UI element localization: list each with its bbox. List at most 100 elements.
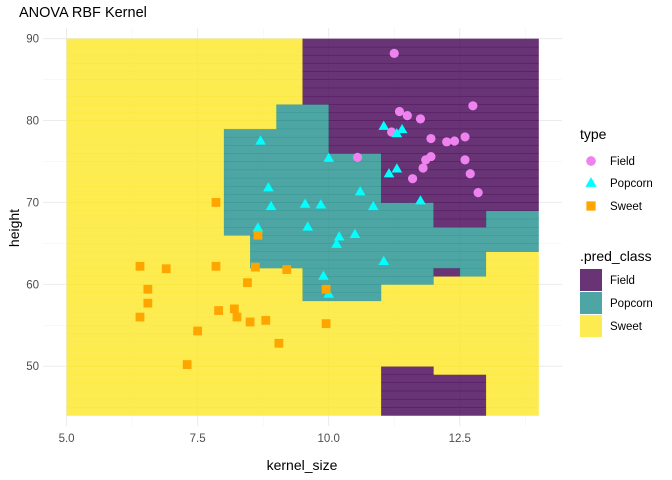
sweet-point	[243, 278, 252, 288]
region-tile	[66, 71, 303, 80]
popcorn-point	[299, 198, 311, 208]
sweet-point	[214, 306, 224, 315]
region-tile	[485, 210, 539, 220]
sweet-point	[182, 360, 192, 369]
region-tile	[66, 169, 225, 179]
y-tick-label: 50	[26, 361, 39, 373]
field-point	[460, 132, 470, 142]
region-tile	[66, 153, 225, 162]
popcorn-point	[315, 199, 327, 209]
region-tile	[381, 366, 434, 375]
region-tile	[433, 276, 539, 285]
field-point	[426, 133, 436, 144]
x-tick-label: 12.5	[449, 433, 471, 445]
region-tile	[66, 112, 277, 121]
legend-label: Sweet	[610, 321, 643, 333]
field-point	[418, 163, 428, 173]
region-tile	[328, 128, 539, 138]
legend-key-field	[586, 156, 596, 166]
popcorn-point	[396, 123, 408, 134]
region-tile	[66, 194, 225, 203]
region-tile	[223, 136, 330, 146]
region-tile	[223, 194, 382, 203]
data-points	[135, 48, 483, 369]
popcorn-point	[252, 222, 264, 232]
region-tile	[66, 407, 382, 416]
region-tile	[433, 267, 461, 277]
region-tile	[302, 79, 539, 89]
legends: type Field Popcorn Sweet .pred_class Field Pop…	[580, 126, 653, 337]
popcorn-point	[265, 200, 277, 211]
field-point	[415, 114, 426, 124]
region-tile	[485, 382, 539, 392]
region-tile	[302, 284, 382, 293]
y-axis-ticks: 50 60 70 80 90	[26, 34, 39, 374]
sweet-point	[135, 312, 145, 322]
region-tile	[66, 276, 303, 285]
region-tile	[66, 218, 225, 228]
region-tile	[66, 210, 225, 220]
region-tile	[485, 398, 539, 408]
region-tile	[66, 128, 225, 138]
field-point	[473, 188, 483, 198]
sweet-point	[250, 262, 260, 272]
sweet-point	[211, 261, 221, 271]
region-tile	[66, 87, 303, 97]
region-tile	[433, 366, 539, 375]
sweet-point	[245, 317, 255, 327]
y-tick-label: 60	[26, 279, 39, 291]
region-tile	[302, 292, 382, 302]
y-tick-label: 80	[26, 116, 39, 128]
region-tile	[485, 390, 539, 400]
field-point	[442, 137, 452, 147]
legend-key-popcorn	[580, 292, 602, 314]
region-tile	[223, 161, 382, 171]
popcorn-point	[333, 231, 345, 241]
sweet-point	[193, 326, 203, 336]
region-tile	[223, 169, 382, 179]
legend-key-field	[580, 269, 602, 291]
popcorn-point	[391, 163, 403, 173]
region-tile	[485, 251, 539, 261]
region-tile	[381, 292, 539, 302]
region-tile	[66, 284, 303, 293]
sweet-point	[143, 284, 153, 294]
region-tile	[66, 104, 277, 113]
region-tile	[250, 259, 487, 269]
region-tile	[66, 120, 277, 130]
region-tile	[66, 333, 539, 343]
region-tile	[250, 251, 487, 261]
region-tile	[66, 382, 382, 392]
region-tile	[381, 382, 487, 392]
region-tile	[302, 267, 434, 277]
legend-key-sweet	[586, 201, 596, 211]
region-tile	[302, 55, 539, 64]
field-point	[389, 48, 399, 58]
legend-pred-class: .pred_class Field Popcorn Sweet	[580, 248, 653, 337]
region-tile	[223, 227, 539, 236]
field-point	[449, 136, 460, 146]
legend-label: Sweet	[610, 201, 643, 213]
region-tile	[459, 267, 487, 277]
popcorn-point	[391, 128, 403, 138]
region-tile	[328, 104, 539, 113]
y-tick-label: 70	[26, 197, 39, 209]
legend-key-popcorn	[585, 177, 597, 187]
region-tile	[66, 349, 539, 359]
region-tile	[66, 227, 225, 236]
sweet-point	[232, 312, 242, 322]
region-tile	[66, 358, 539, 367]
region-tile	[66, 341, 539, 351]
region-tile	[66, 145, 225, 154]
x-axis-title: kernel_size	[267, 457, 338, 473]
region-tile	[66, 79, 303, 89]
region-tile	[66, 202, 225, 212]
region-tile	[381, 186, 539, 195]
legend-label: Popcorn	[610, 178, 653, 190]
region-tile	[223, 202, 434, 212]
popcorn-point	[383, 168, 395, 178]
region-tile	[328, 145, 539, 154]
field-point	[465, 169, 475, 179]
region-tile	[276, 120, 330, 130]
region-tile	[302, 46, 539, 56]
